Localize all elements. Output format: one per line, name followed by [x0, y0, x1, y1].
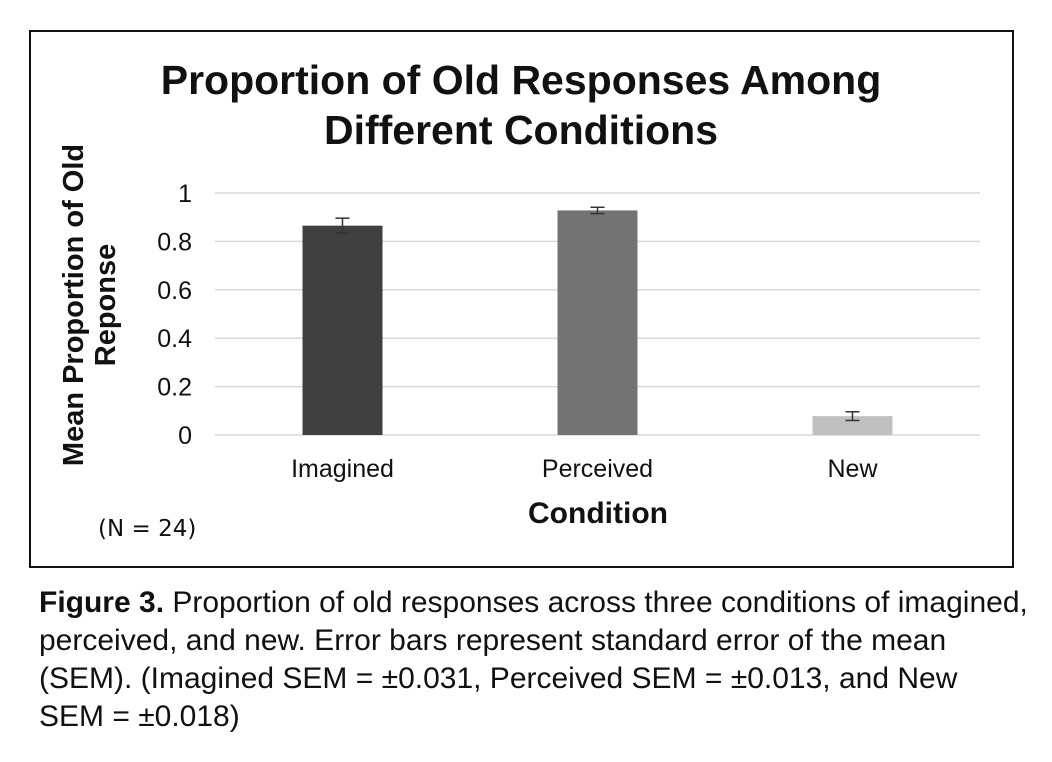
figure-frame — [29, 30, 1014, 568]
error-bar-perceived — [590, 206, 605, 215]
x-tick-label: New — [827, 455, 878, 483]
bars — [302, 210, 893, 435]
error-bars — [335, 206, 860, 422]
y-tick-label: 0.2 — [157, 374, 192, 402]
y-tick-label: 0.6 — [157, 277, 192, 305]
chart-labels: Proportion of Old Responses AmongDiffere… — [58, 57, 881, 530]
y-tick-label: 0.8 — [157, 228, 192, 256]
y-axis-label-line: Mean Proportion of Old — [58, 144, 90, 466]
caption-label: Figure 3. — [39, 586, 165, 619]
y-tick-label: 0.4 — [157, 325, 192, 353]
y-tick-label: 0 — [178, 422, 192, 450]
axis-ticks: 0 0.2 0.4 0.6 0.8 1 Imagined Perceived New — [157, 180, 878, 483]
figure-caption: Figure 3. Proportion of old responses ac… — [39, 584, 1029, 736]
chart-title-line: Proportion of Old Responses Among — [161, 57, 882, 103]
bar-perceived — [557, 210, 638, 435]
x-tick-label: Imagined — [291, 455, 394, 483]
y-axis-label: Mean Proportion of Old Reponse — [58, 144, 122, 466]
y-tick-label: 1 — [178, 180, 192, 208]
x-axis-label: Condition — [528, 497, 668, 530]
error-bar-imagined — [335, 217, 350, 234]
y-axis-label-line: Reponse — [90, 244, 122, 366]
bar-new — [812, 416, 893, 435]
bar-imagined — [302, 225, 383, 435]
chart-title-line: Different Conditions — [324, 107, 718, 153]
sample-size-note: (N = 24) — [98, 516, 197, 542]
caption-text: Proportion of old responses across three… — [39, 586, 1028, 733]
x-tick-label: Perceived — [542, 455, 653, 483]
error-bar-new — [845, 411, 860, 422]
